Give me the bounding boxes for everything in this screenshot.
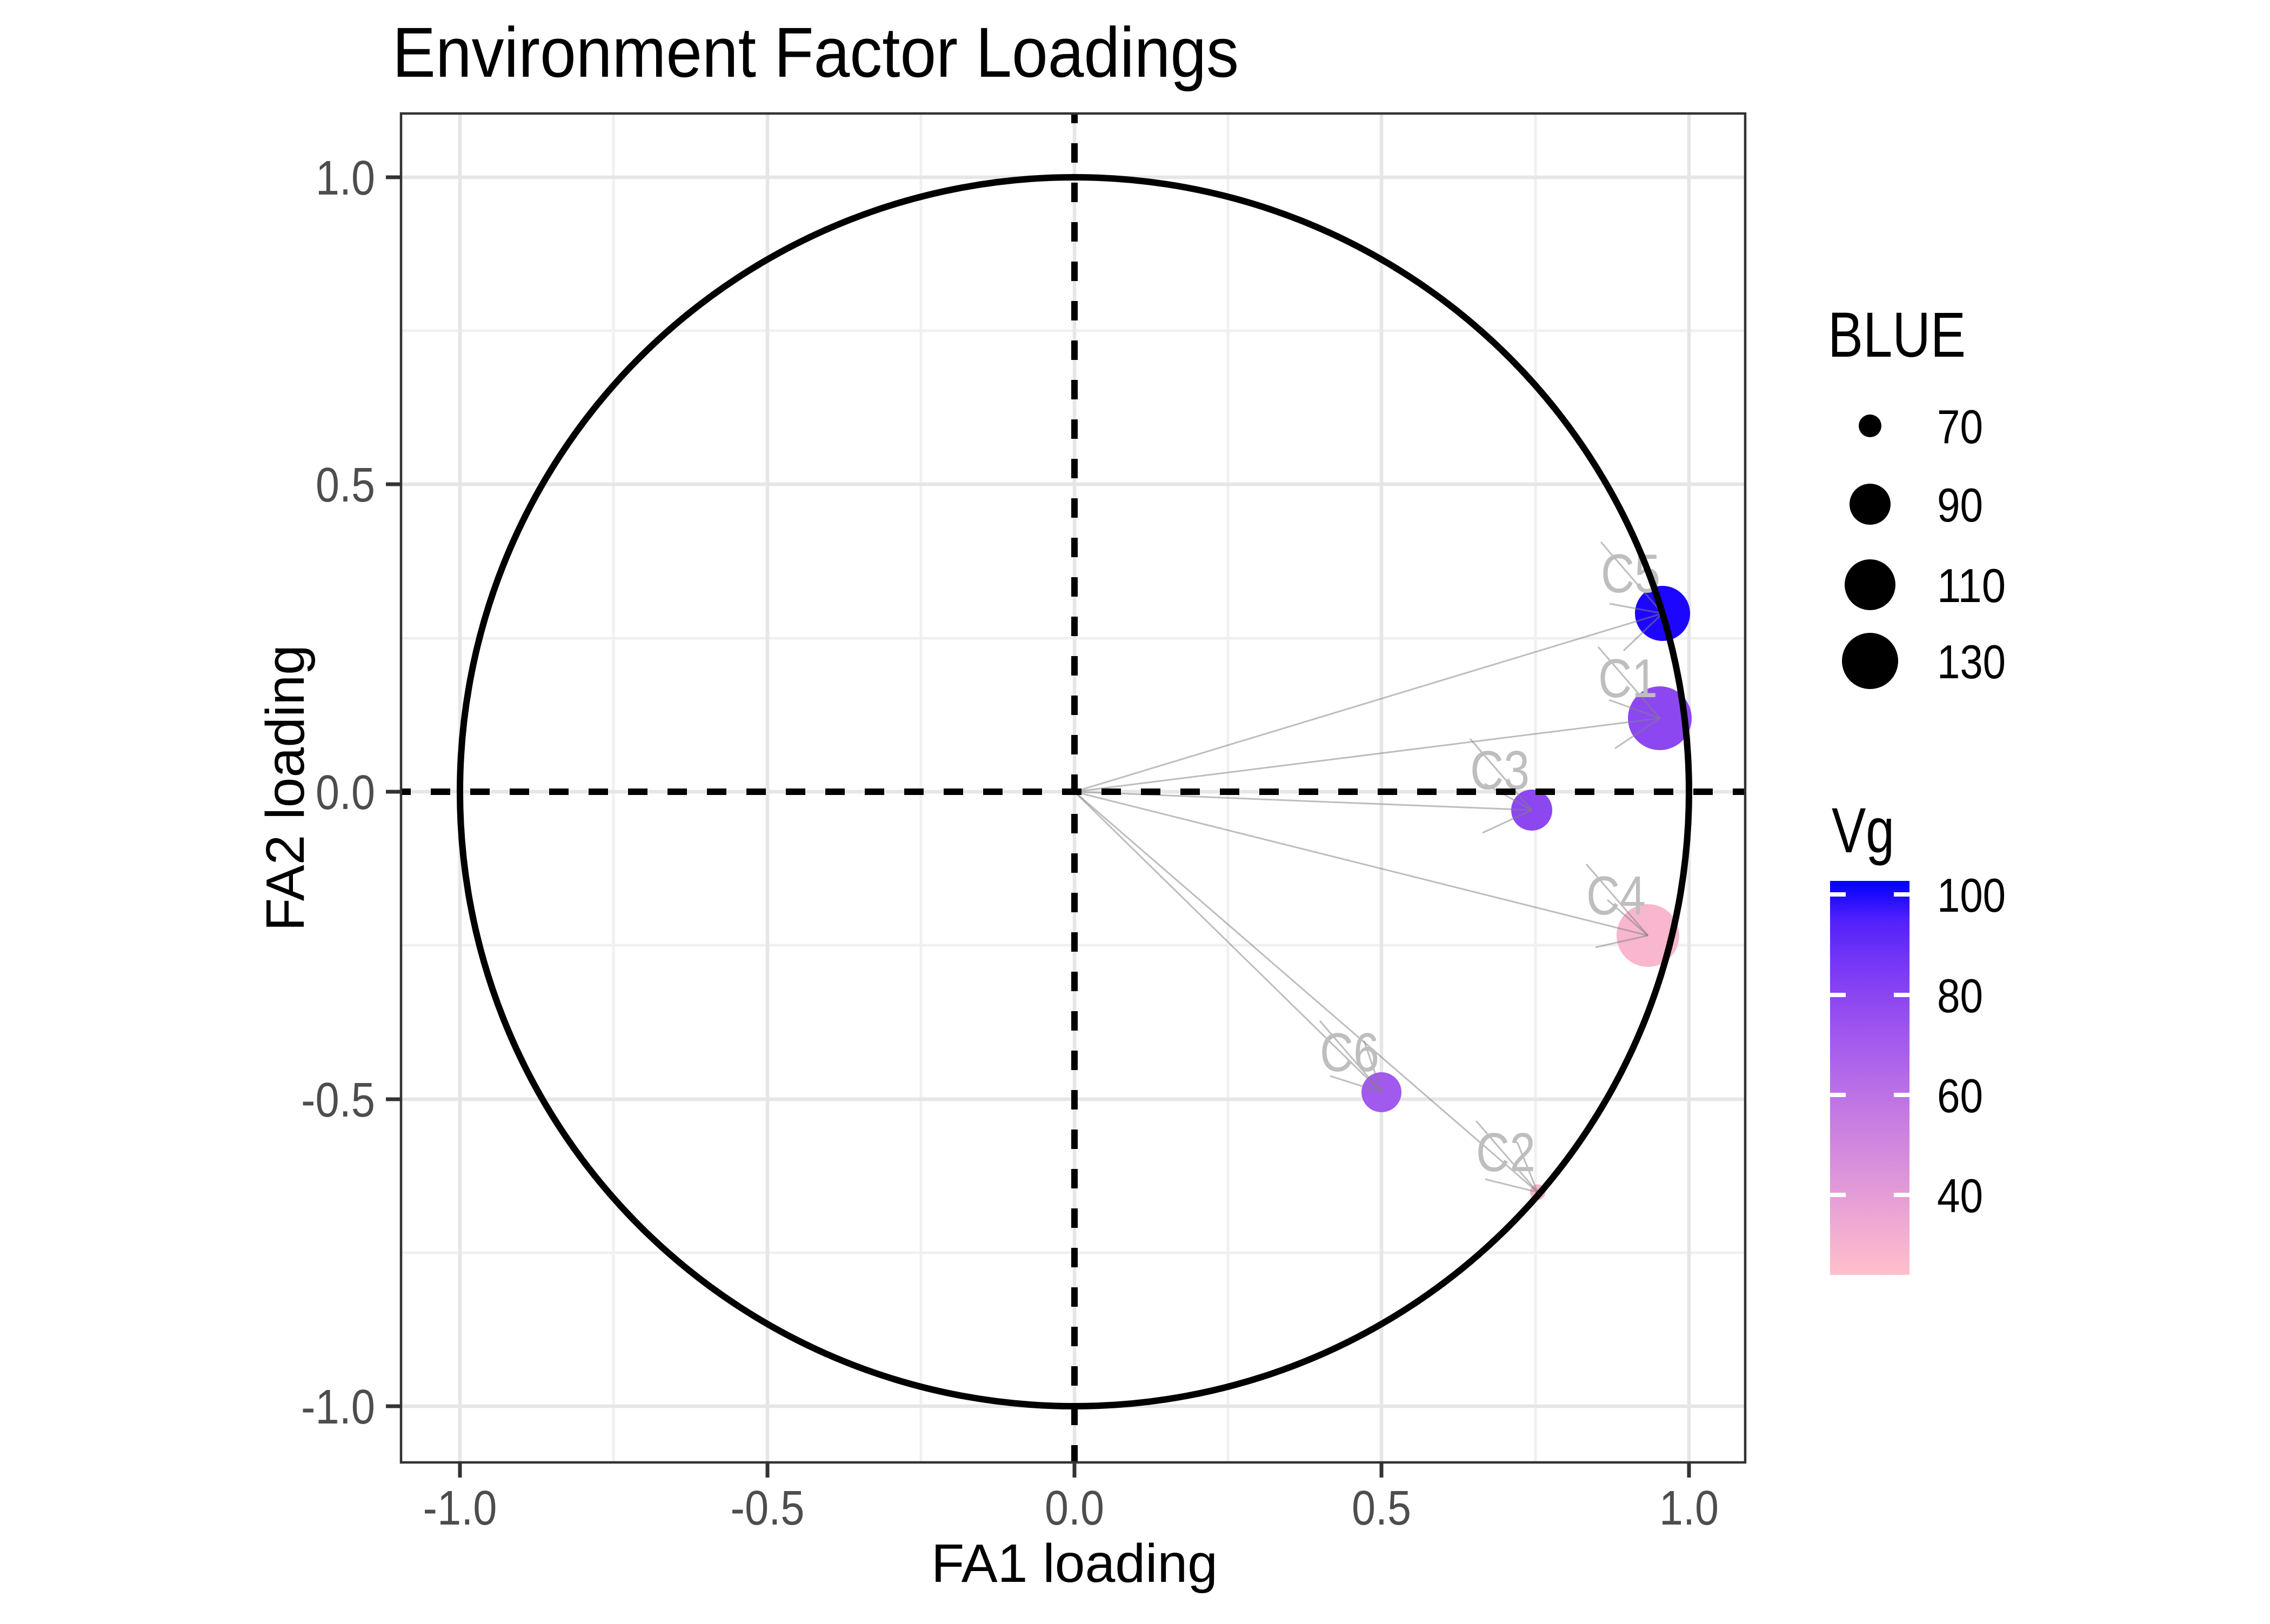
svg-text:FA1 loading: FA1 loading — [931, 1533, 1218, 1594]
svg-text:70: 70 — [1937, 400, 1983, 453]
svg-text:-0.5: -0.5 — [731, 1481, 805, 1535]
svg-text:100: 100 — [1937, 868, 2006, 922]
svg-text:1.0: 1.0 — [316, 151, 375, 205]
svg-text:130: 130 — [1937, 635, 2006, 689]
svg-text:C1: C1 — [1598, 649, 1658, 709]
svg-text:-0.5: -0.5 — [301, 1073, 375, 1127]
svg-text:BLUE: BLUE — [1828, 299, 1966, 371]
svg-text:C6: C6 — [1320, 1022, 1379, 1083]
svg-text:0.5: 0.5 — [1352, 1481, 1411, 1535]
svg-text:C2: C2 — [1476, 1122, 1535, 1183]
svg-text:1.0: 1.0 — [1659, 1481, 1719, 1535]
svg-text:-1.0: -1.0 — [423, 1481, 497, 1535]
svg-text:60: 60 — [1937, 1069, 1983, 1122]
svg-text:0.5: 0.5 — [316, 458, 375, 512]
svg-text:40: 40 — [1937, 1169, 1983, 1222]
svg-text:Environment Factor Loadings: Environment Factor Loadings — [392, 12, 1239, 92]
svg-text:0.0: 0.0 — [316, 766, 375, 820]
svg-text:90: 90 — [1937, 478, 1983, 532]
svg-text:0.0: 0.0 — [1045, 1481, 1104, 1535]
svg-text:110: 110 — [1937, 559, 2006, 612]
svg-text:C4: C4 — [1586, 866, 1646, 926]
svg-text:-1.0: -1.0 — [301, 1380, 375, 1434]
svg-text:Vg: Vg — [1832, 795, 1894, 866]
svg-text:80: 80 — [1937, 969, 1983, 1022]
svg-text:FA2 loading: FA2 loading — [255, 645, 316, 931]
